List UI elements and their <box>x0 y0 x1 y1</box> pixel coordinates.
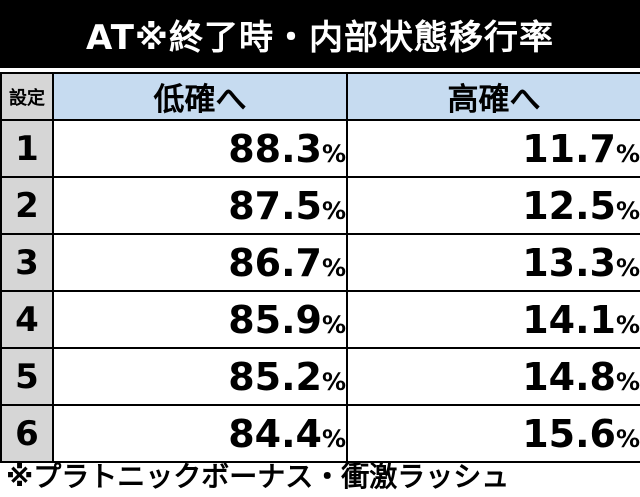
low-prob-value: 88.3% <box>52 119 348 178</box>
setting-number: 6 <box>0 404 54 463</box>
footnote: ※プラトニックボーナス・衝激ラッシュ <box>6 460 510 493</box>
setting-number: 3 <box>0 233 54 292</box>
high-prob-value: 14.1% <box>346 290 640 349</box>
setting-number: 5 <box>0 347 54 406</box>
setting-number: 2 <box>0 176 54 235</box>
high-prob-value: 12.5% <box>346 176 640 235</box>
header-setting: 設定 <box>0 72 54 121</box>
low-prob-value: 87.5% <box>52 176 348 235</box>
high-prob-value: 11.7% <box>346 119 640 178</box>
table-row: 1 88.3% 11.7% <box>0 119 640 178</box>
table-row: 6 84.4% 15.6% <box>0 404 640 463</box>
high-prob-value: 15.6% <box>346 404 640 463</box>
header-high-prob: 高確へ <box>346 72 640 121</box>
table-row: 3 86.7% 13.3% <box>0 233 640 292</box>
setting-number: 4 <box>0 290 54 349</box>
low-prob-value: 86.7% <box>52 233 348 292</box>
table-header-row: 設定 低確へ 高確へ <box>0 72 640 121</box>
transition-rate-table: 設定 低確へ 高確へ 1 88.3% 11.7% 2 87.5% 12.5% 3… <box>0 72 640 463</box>
setting-number: 1 <box>0 119 54 178</box>
low-prob-value: 84.4% <box>52 404 348 463</box>
low-prob-value: 85.2% <box>52 347 348 406</box>
table-row: 4 85.9% 14.1% <box>0 290 640 349</box>
title-bar: AT※終了時・内部状態移行率 <box>0 0 640 68</box>
low-prob-value: 85.9% <box>52 290 348 349</box>
page-title: AT※終了時・内部状態移行率 <box>86 17 554 58</box>
high-prob-value: 14.8% <box>346 347 640 406</box>
header-low-prob: 低確へ <box>52 72 348 121</box>
table-row: 2 87.5% 12.5% <box>0 176 640 235</box>
high-prob-value: 13.3% <box>346 233 640 292</box>
table-row: 5 85.2% 14.8% <box>0 347 640 406</box>
